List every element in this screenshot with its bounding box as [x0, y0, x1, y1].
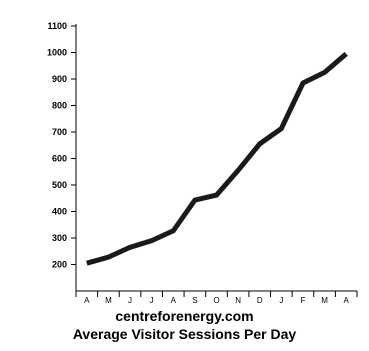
x-tick-label: M [105, 296, 112, 305]
x-tick-label: A [344, 296, 350, 305]
x-tick-label: A [171, 296, 177, 305]
chart-title: Average Visitor Sessions Per Day [72, 326, 297, 342]
y-axis-ticks: 200 300 400 500 600 700 800 900 1000 1100 [47, 21, 76, 270]
series-layer [86, 51, 348, 266]
x-tick-label: S [192, 296, 197, 305]
x-tick-label: A [84, 296, 90, 305]
chart-source-caption: centreforenergy.com [115, 308, 254, 324]
y-tick-label: 1100 [47, 21, 67, 31]
x-tick-label: N [235, 296, 241, 305]
series-line [86, 51, 348, 266]
y-tick-label: 300 [52, 233, 67, 243]
x-tick-label: M [321, 296, 328, 305]
x-tick-label: F [301, 296, 306, 305]
y-tick-label: 1000 [47, 48, 67, 58]
x-tick-label: J [150, 296, 154, 305]
y-tick-label: 800 [52, 101, 67, 111]
x-tick-label: D [257, 296, 263, 305]
y-tick-label: 500 [52, 180, 67, 190]
x-tick-label: J [279, 296, 283, 305]
x-tick-label: J [128, 296, 132, 305]
y-tick-label: 900 [52, 74, 67, 84]
y-tick-label: 700 [52, 127, 67, 137]
x-tick-label: O [213, 296, 219, 305]
y-tick-label: 200 [52, 260, 67, 270]
y-tick-label: 600 [52, 154, 67, 164]
y-tick-label: 400 [52, 207, 67, 217]
